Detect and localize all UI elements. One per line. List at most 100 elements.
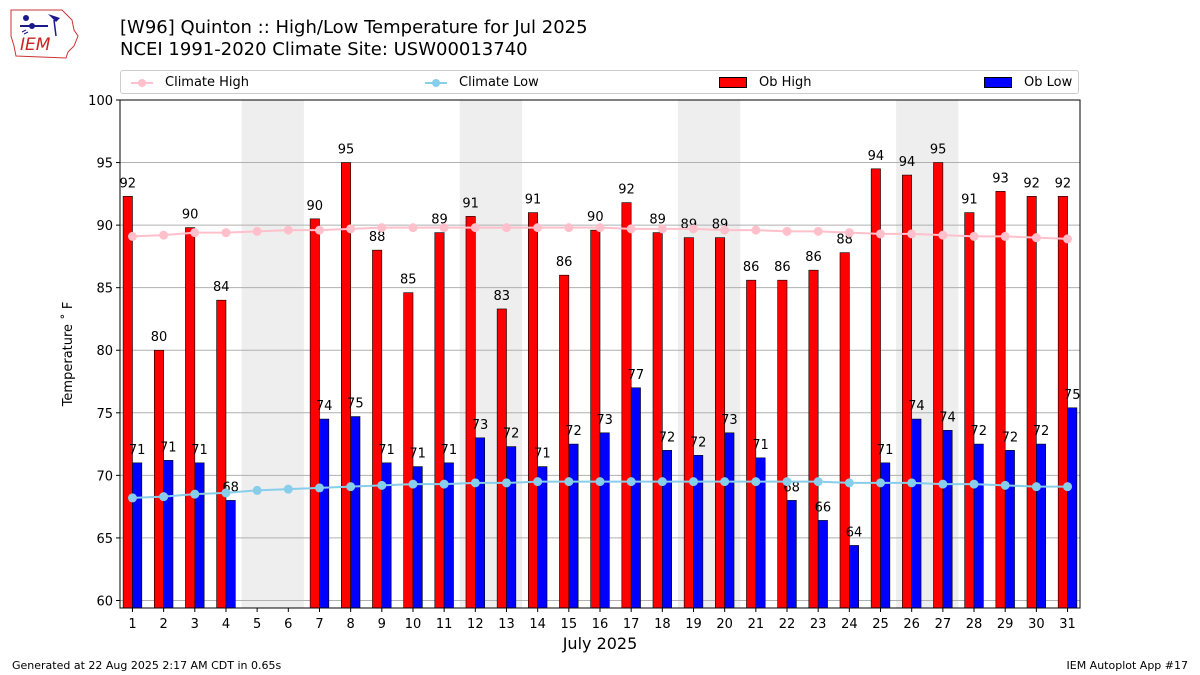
x-tick-label: 24 [841, 617, 858, 632]
ob-low-label: 71 [441, 443, 458, 458]
y-tick-label: 80 [96, 344, 113, 359]
climate-low-point [377, 480, 387, 490]
x-tick-label: 4 [222, 617, 230, 632]
ob-high-bar [434, 232, 445, 609]
ob-low-label: 72 [1002, 430, 1019, 445]
ob-low-label: 75 [347, 397, 364, 412]
ob-high-bar [902, 174, 912, 609]
x-tick-label: 21 [748, 617, 765, 632]
climate-low-point [221, 488, 231, 498]
y-tick-label: 75 [96, 407, 113, 422]
climate-high-point [844, 228, 854, 238]
ob-low-label: 73 [721, 413, 738, 428]
climate-high-point [159, 230, 169, 240]
ob-high-label: 93 [992, 171, 1009, 186]
x-tick-label: 17 [623, 617, 640, 632]
ob-high-bar [964, 212, 975, 609]
x-tick-label: 5 [253, 617, 261, 632]
y-tick-label: 100 [88, 94, 113, 109]
x-tick-label: 10 [405, 617, 422, 632]
ob-low-label: 77 [628, 368, 645, 383]
ob-low-bar [163, 460, 174, 609]
ob-low-label: 73 [596, 413, 613, 428]
ob-low-bar [225, 500, 236, 609]
climate-high-point [1000, 231, 1010, 241]
climate-high-point [720, 225, 730, 235]
ob-high-label: 89 [649, 213, 666, 228]
ob-high-bar [465, 216, 476, 609]
ob-low-label: 71 [378, 443, 395, 458]
y-axis-label: Temperature ˚ F [60, 302, 76, 408]
y-tick-label: 90 [96, 219, 113, 234]
x-tick-label: 15 [561, 617, 578, 632]
ob-high-label: 92 [1023, 176, 1040, 191]
ob-low-bar [973, 443, 984, 609]
climate-high-point [782, 226, 792, 236]
ob-low-bar [475, 437, 485, 609]
ob-high-label: 92 [1055, 176, 1072, 191]
ob-high-label: 86 [805, 250, 822, 265]
climate-high-point [969, 231, 979, 241]
x-tick-label: 11 [436, 617, 453, 632]
climate-low-point [408, 479, 418, 489]
ob-low-bar [194, 462, 205, 609]
ob-low-label: 73 [472, 418, 489, 433]
climate-low-point [813, 477, 823, 487]
ob-low-label: 71 [160, 440, 177, 455]
ob-low-bar [942, 430, 953, 609]
ob-high-bar [216, 299, 227, 609]
ob-low-bar [662, 450, 672, 609]
climate-high-point [1031, 233, 1041, 243]
climate-low-point [907, 478, 917, 488]
ob-high-label: 80 [151, 330, 168, 345]
climate-low-point [439, 479, 449, 489]
legend-item-ob-low: Ob Low [984, 74, 1072, 91]
ob-low-label: 75 [1064, 388, 1081, 403]
y-tick-label: 85 [96, 282, 113, 297]
legend-label-climate-high: Climate High [165, 75, 250, 90]
legend-label-ob-high: Ob High [759, 75, 812, 90]
ob-low-label: 72 [659, 430, 676, 445]
climate-low-point [782, 477, 792, 487]
ob-high-label: 85 [400, 273, 417, 288]
climate-high-point [595, 223, 605, 233]
climate-low-point [252, 485, 262, 495]
climate-high-point [127, 231, 137, 241]
x-tick-label: 1 [128, 617, 136, 632]
ob-low-label: 71 [752, 438, 769, 453]
x-tick-label: 25 [872, 617, 889, 632]
ob-high-label: 91 [462, 196, 479, 211]
ob-high-label: 86 [556, 255, 573, 270]
legend-item-climate-high: Climate High [131, 74, 249, 91]
climate-high-point [751, 225, 761, 235]
climate-low-point [720, 477, 730, 487]
climate-low-point [346, 482, 356, 492]
ob-high-bar [995, 191, 1006, 609]
ob-low-label: 72 [970, 424, 987, 439]
legend-label-climate-low: Climate Low [459, 75, 539, 90]
x-tick-label: 20 [716, 617, 733, 632]
climate-high-point [190, 228, 200, 238]
ob-high-label: 92 [618, 183, 635, 198]
x-tick-label: 13 [498, 617, 515, 632]
ob-low-label: 71 [129, 443, 146, 458]
x-tick-label: 29 [997, 617, 1014, 632]
x-tick-label: 3 [191, 617, 199, 632]
x-tick-label: 2 [159, 617, 167, 632]
ob-high-bar [559, 274, 570, 609]
climate-high-point [501, 223, 511, 233]
x-tick-label: 23 [810, 617, 827, 632]
climate-high-point [689, 224, 699, 234]
climate-high-point [938, 230, 948, 240]
climate-high-point [252, 226, 262, 236]
x-axis-label: July 2025 [562, 634, 638, 653]
climate-low-point [969, 479, 979, 489]
weekend-shade [241, 100, 304, 608]
ob-low-bar [849, 545, 860, 609]
ob-low-label: 74 [316, 399, 333, 414]
ob-low-label: 71 [534, 447, 551, 462]
ob-high-label: 95 [930, 143, 947, 158]
climate-low-point [314, 483, 324, 493]
climate-high-point [907, 229, 917, 239]
ob-low-bar [630, 387, 641, 609]
